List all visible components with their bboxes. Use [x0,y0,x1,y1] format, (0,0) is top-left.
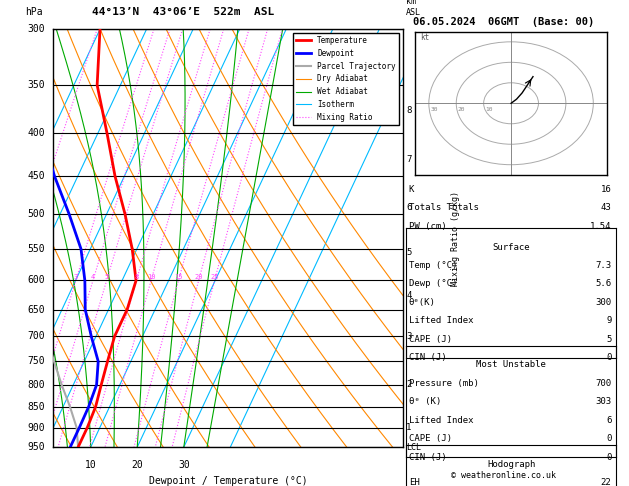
Text: Most Unstable: Most Unstable [476,361,546,369]
Text: θᵉ (K): θᵉ (K) [409,398,441,406]
Text: 4: 4 [406,291,411,300]
Text: 5: 5 [606,335,611,344]
Text: 7.3: 7.3 [595,261,611,270]
Text: θᵉ(K): θᵉ(K) [409,298,436,307]
Text: 3: 3 [406,332,411,341]
Text: Lifted Index: Lifted Index [409,316,474,326]
Text: CIN (J): CIN (J) [409,453,447,462]
Text: CAPE (J): CAPE (J) [409,434,452,443]
Text: 43: 43 [601,203,611,212]
Text: kt: kt [421,33,430,42]
Text: EH: EH [409,478,420,486]
Text: Pressure (mb): Pressure (mb) [409,379,479,388]
Text: 300: 300 [27,24,45,34]
Text: 550: 550 [27,244,45,254]
Text: 303: 303 [595,398,611,406]
Text: 10: 10 [485,107,493,112]
Text: Mixing Ratio (g/kg): Mixing Ratio (g/kg) [452,191,460,286]
Text: hPa: hPa [25,7,43,17]
Text: CAPE (J): CAPE (J) [409,335,452,344]
Text: 20: 20 [458,107,465,112]
Text: 0: 0 [606,434,611,443]
Legend: Temperature, Dewpoint, Parcel Trajectory, Dry Adiabat, Wet Adiabat, Isotherm, Mi: Temperature, Dewpoint, Parcel Trajectory… [292,33,399,125]
Text: 450: 450 [27,171,45,181]
Text: 7: 7 [406,155,411,164]
Text: 4: 4 [91,275,95,280]
Text: 30: 30 [430,107,438,112]
Text: 600: 600 [27,276,45,285]
Text: 2: 2 [406,381,411,389]
Text: 8: 8 [134,275,138,280]
Text: 20: 20 [131,460,143,469]
Text: Lifted Index: Lifted Index [409,416,474,425]
Text: © weatheronline.co.uk: © weatheronline.co.uk [451,471,555,480]
Text: 30: 30 [178,460,190,469]
Text: Hodograph: Hodograph [487,460,535,469]
Text: LCL: LCL [406,443,421,451]
Text: 10: 10 [85,460,97,469]
Text: 5: 5 [104,275,109,280]
Text: Totals Totals: Totals Totals [409,203,479,212]
Text: 0: 0 [606,353,611,363]
Text: Dewp (°C): Dewp (°C) [409,279,457,289]
Text: PW (cm): PW (cm) [409,222,447,231]
Text: K: K [409,185,415,194]
Text: 06.05.2024  06GMT  (Base: 00): 06.05.2024 06GMT (Base: 00) [413,17,594,27]
Text: 700: 700 [27,331,45,341]
Text: 20: 20 [194,275,203,280]
Text: 800: 800 [27,380,45,390]
Text: 15: 15 [174,275,183,280]
Text: 6: 6 [606,416,611,425]
Text: 400: 400 [27,128,45,139]
Text: 25: 25 [210,275,219,280]
Text: 5: 5 [406,248,411,257]
Text: 9: 9 [606,316,611,326]
Text: Temp (°C): Temp (°C) [409,261,457,270]
Text: 44°13’N  43°06’E  522m  ASL: 44°13’N 43°06’E 522m ASL [91,7,274,17]
Text: 900: 900 [27,422,45,433]
Text: CIN (J): CIN (J) [409,353,447,363]
Text: 0: 0 [606,453,611,462]
Text: km
ASL: km ASL [406,0,421,17]
Text: 6: 6 [406,203,411,211]
Text: 300: 300 [595,298,611,307]
Text: 10: 10 [147,275,155,280]
Text: Dewpoint / Temperature (°C): Dewpoint / Temperature (°C) [148,476,308,486]
Text: 650: 650 [27,305,45,314]
Text: 850: 850 [27,402,45,412]
Text: 3: 3 [74,275,78,280]
Text: 22: 22 [601,478,611,486]
Text: Surface: Surface [493,243,530,252]
Text: 5.6: 5.6 [595,279,611,289]
Text: 950: 950 [27,442,45,452]
Text: 750: 750 [27,356,45,366]
Text: 700: 700 [595,379,611,388]
Text: 500: 500 [27,209,45,219]
Text: 1.54: 1.54 [590,222,611,231]
Text: 8: 8 [406,105,411,115]
Text: 350: 350 [27,80,45,90]
Text: 1: 1 [406,423,411,432]
Text: 16: 16 [601,185,611,194]
